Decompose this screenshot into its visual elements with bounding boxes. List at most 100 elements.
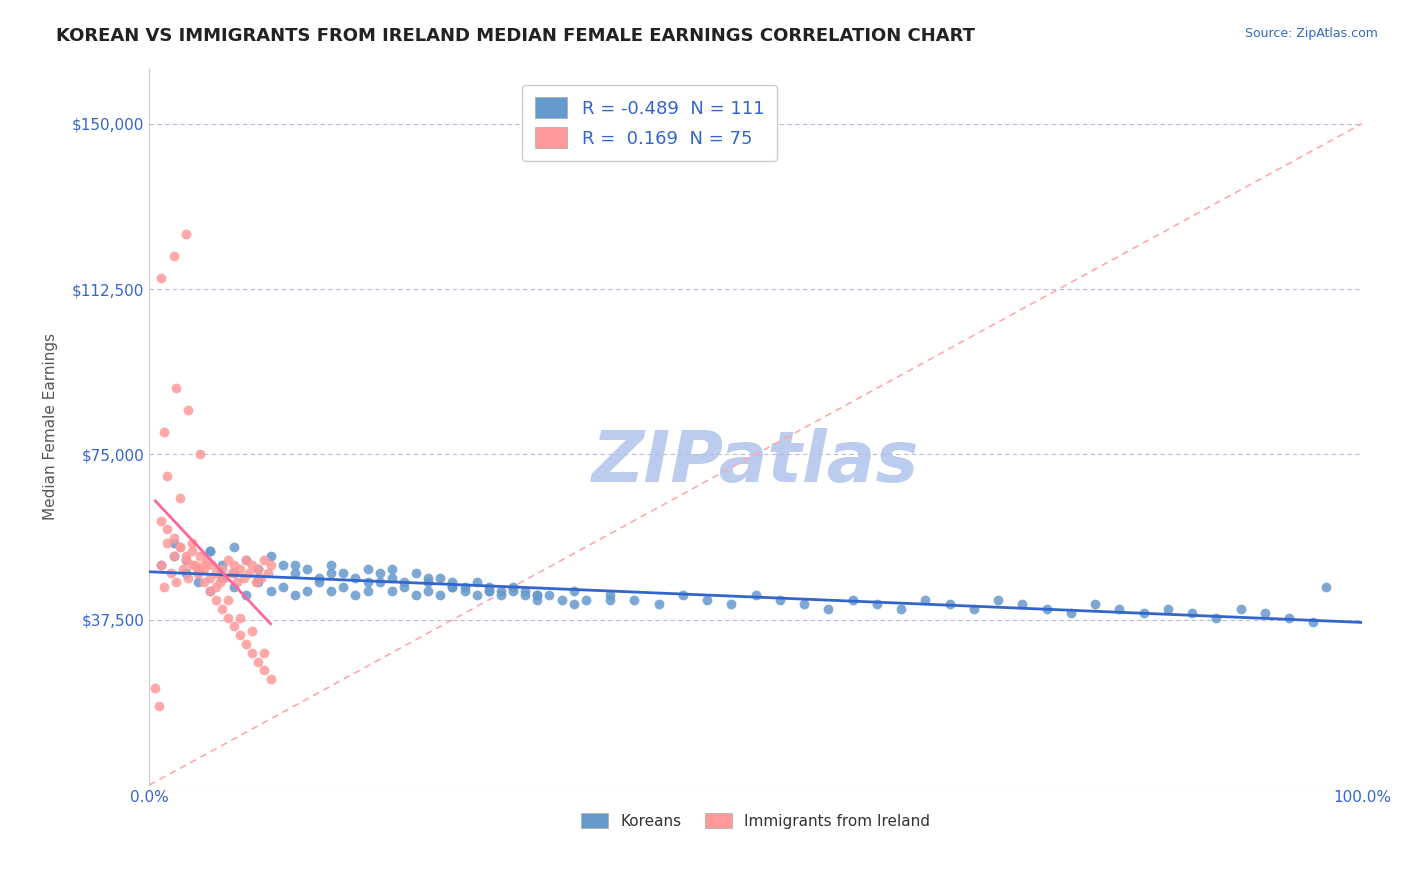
Point — [229, 562, 252, 576]
Point — [224, 580, 246, 594]
Point — [1157, 601, 1180, 615]
Point — [1011, 597, 1033, 611]
Point — [217, 553, 239, 567]
Point — [538, 589, 561, 603]
Point — [152, 425, 174, 440]
Point — [160, 566, 183, 581]
Point — [198, 544, 221, 558]
Point — [465, 575, 488, 590]
Point — [156, 535, 179, 549]
Point — [793, 597, 815, 611]
Point — [177, 571, 200, 585]
Point — [208, 575, 231, 590]
Point — [253, 646, 276, 660]
Point — [441, 575, 464, 590]
Point — [240, 558, 263, 572]
Point — [987, 593, 1010, 607]
Point — [405, 566, 427, 581]
Point — [368, 566, 391, 581]
Point — [229, 628, 252, 642]
Point — [478, 580, 501, 594]
Point — [344, 589, 367, 603]
Point — [356, 575, 378, 590]
Point — [1278, 610, 1301, 624]
Point — [193, 558, 215, 572]
Point — [253, 553, 276, 567]
Point — [197, 553, 219, 567]
Point — [332, 580, 354, 594]
Point — [247, 655, 270, 669]
Point — [599, 593, 621, 607]
Point — [253, 664, 276, 678]
Point — [441, 580, 464, 594]
Point — [259, 673, 281, 687]
Point — [356, 584, 378, 599]
Point — [368, 575, 391, 590]
Point — [187, 566, 209, 581]
Point — [174, 553, 197, 567]
Point — [150, 558, 173, 572]
Point — [841, 593, 863, 607]
Point — [866, 597, 889, 611]
Point — [720, 597, 742, 611]
Point — [247, 571, 270, 585]
Point — [172, 562, 194, 576]
Point — [240, 624, 263, 638]
Point — [344, 571, 367, 585]
Point — [188, 549, 211, 563]
Point — [180, 544, 202, 558]
Point — [235, 589, 257, 603]
Point — [235, 553, 257, 567]
Point — [562, 584, 585, 599]
Point — [938, 597, 960, 611]
Point — [744, 589, 766, 603]
Point — [381, 584, 404, 599]
Point — [193, 575, 215, 590]
Text: ZIPatlas: ZIPatlas — [592, 428, 920, 497]
Point — [914, 593, 936, 607]
Point — [174, 566, 197, 581]
Point — [174, 549, 197, 563]
Point — [672, 589, 695, 603]
Point — [418, 571, 440, 585]
Point — [162, 531, 184, 545]
Point — [392, 580, 415, 594]
Point — [156, 522, 179, 536]
Point — [224, 619, 246, 633]
Point — [259, 584, 281, 599]
Point — [211, 562, 233, 576]
Point — [526, 593, 548, 607]
Point — [321, 558, 343, 572]
Point — [198, 544, 221, 558]
Point — [184, 558, 207, 572]
Point — [696, 593, 718, 607]
Point — [284, 589, 307, 603]
Point — [526, 589, 548, 603]
Point — [381, 562, 404, 576]
Point — [418, 575, 440, 590]
Point — [174, 227, 197, 241]
Point — [214, 571, 236, 585]
Point — [599, 589, 621, 603]
Point — [235, 553, 257, 567]
Point — [259, 549, 281, 563]
Point — [187, 562, 209, 576]
Point — [295, 562, 318, 576]
Point — [478, 584, 501, 599]
Point — [1035, 601, 1057, 615]
Point — [284, 558, 307, 572]
Point — [211, 601, 233, 615]
Point — [453, 584, 475, 599]
Legend: Koreans, Immigrants from Ireland: Koreans, Immigrants from Ireland — [575, 806, 936, 835]
Point — [169, 491, 191, 506]
Point — [963, 601, 986, 615]
Point — [221, 566, 243, 581]
Point — [1302, 615, 1324, 629]
Point — [453, 580, 475, 594]
Point — [247, 562, 270, 576]
Point — [890, 601, 912, 615]
Point — [1315, 580, 1337, 594]
Point — [550, 593, 572, 607]
Point — [321, 584, 343, 599]
Point — [143, 681, 166, 695]
